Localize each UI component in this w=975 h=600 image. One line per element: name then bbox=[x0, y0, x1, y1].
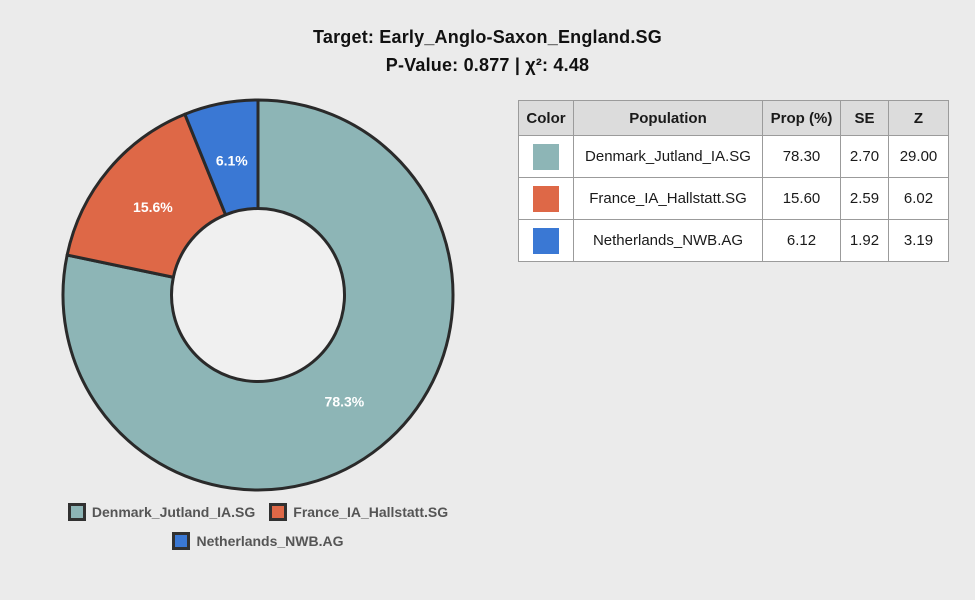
table-row: Denmark_Jutland_IA.SG 78.30 2.70 29.00 bbox=[518, 135, 949, 178]
col-header-se: SE bbox=[840, 100, 889, 136]
col-header-z: Z bbox=[888, 100, 949, 136]
color-swatch bbox=[533, 227, 559, 254]
legend-item-netherlands-nwb[interactable]: Netherlands_NWB.AG bbox=[172, 532, 344, 550]
legend-label: Netherlands_NWB.AG bbox=[196, 533, 344, 549]
pie-slice-0[interactable] bbox=[61, 98, 455, 492]
legend-item-denmark-jutland[interactable]: Denmark_Jutland_IA.SG bbox=[67, 503, 256, 521]
chart-header: Target: Early_Anglo-Saxon_England.SG P-V… bbox=[0, 23, 975, 79]
legend-swatch bbox=[67, 503, 86, 521]
population-cell: Denmark_Jutland_IA.SG bbox=[573, 135, 763, 178]
table-row: France_IA_Hallstatt.SG 15.60 2.59 6.02 bbox=[518, 177, 949, 220]
z-cell: 6.02 bbox=[888, 177, 949, 220]
donut-hole bbox=[171, 208, 345, 382]
pie-slice-label-0: 78.3% bbox=[325, 393, 365, 409]
col-header-prop: Prop (%) bbox=[762, 100, 841, 136]
pie-slice-label-1: 15.6% bbox=[133, 199, 173, 215]
color-swatch bbox=[533, 143, 559, 170]
z-cell: 29.00 bbox=[888, 135, 949, 178]
se-cell: 1.92 bbox=[840, 219, 889, 262]
table-header-row: Color Population Prop (%) SE Z bbox=[518, 100, 949, 136]
pie-slice-2[interactable] bbox=[183, 98, 260, 217]
se-cell: 2.70 bbox=[840, 135, 889, 178]
pie-slice-1[interactable] bbox=[65, 112, 228, 279]
legend-label: France_IA_Hallstatt.SG bbox=[293, 504, 449, 520]
legend-item-france-hallstatt[interactable]: France_IA_Hallstatt.SG bbox=[269, 503, 448, 521]
chart-legend: Denmark_Jutland_IA.SG France_IA_Hallstat… bbox=[40, 503, 476, 561]
se-cell: 2.59 bbox=[840, 177, 889, 220]
prop-cell: 78.30 bbox=[762, 135, 841, 178]
col-header-color: Color bbox=[518, 100, 574, 136]
col-header-population: Population bbox=[573, 100, 763, 136]
prop-cell: 15.60 bbox=[762, 177, 841, 220]
legend-row: Netherlands_NWB.AG bbox=[40, 532, 476, 550]
ancestry-table: Color Population Prop (%) SE Z Denmark_J… bbox=[518, 100, 949, 262]
legend-swatch bbox=[269, 503, 288, 521]
prop-cell: 6.12 bbox=[762, 219, 841, 262]
population-cell: France_IA_Hallstatt.SG bbox=[573, 177, 763, 220]
page-subtitle: P-Value: 0.877 | χ²: 4.48 bbox=[385, 55, 590, 75]
table-row: Netherlands_NWB.AG 6.12 1.92 3.19 bbox=[518, 219, 949, 262]
color-swatch bbox=[533, 185, 559, 212]
color-cell bbox=[518, 219, 574, 262]
legend-swatch bbox=[172, 532, 191, 550]
page-title: Target: Early_Anglo-Saxon_England.SG bbox=[313, 27, 662, 47]
legend-label: Denmark_Jutland_IA.SG bbox=[91, 504, 256, 520]
z-cell: 3.19 bbox=[888, 219, 949, 262]
pie-slice-label-2: 6.1% bbox=[216, 153, 248, 169]
legend-row: Denmark_Jutland_IA.SG France_IA_Hallstat… bbox=[40, 503, 476, 521]
color-cell bbox=[518, 177, 574, 220]
population-cell: Netherlands_NWB.AG bbox=[573, 219, 763, 262]
color-cell bbox=[518, 135, 574, 178]
